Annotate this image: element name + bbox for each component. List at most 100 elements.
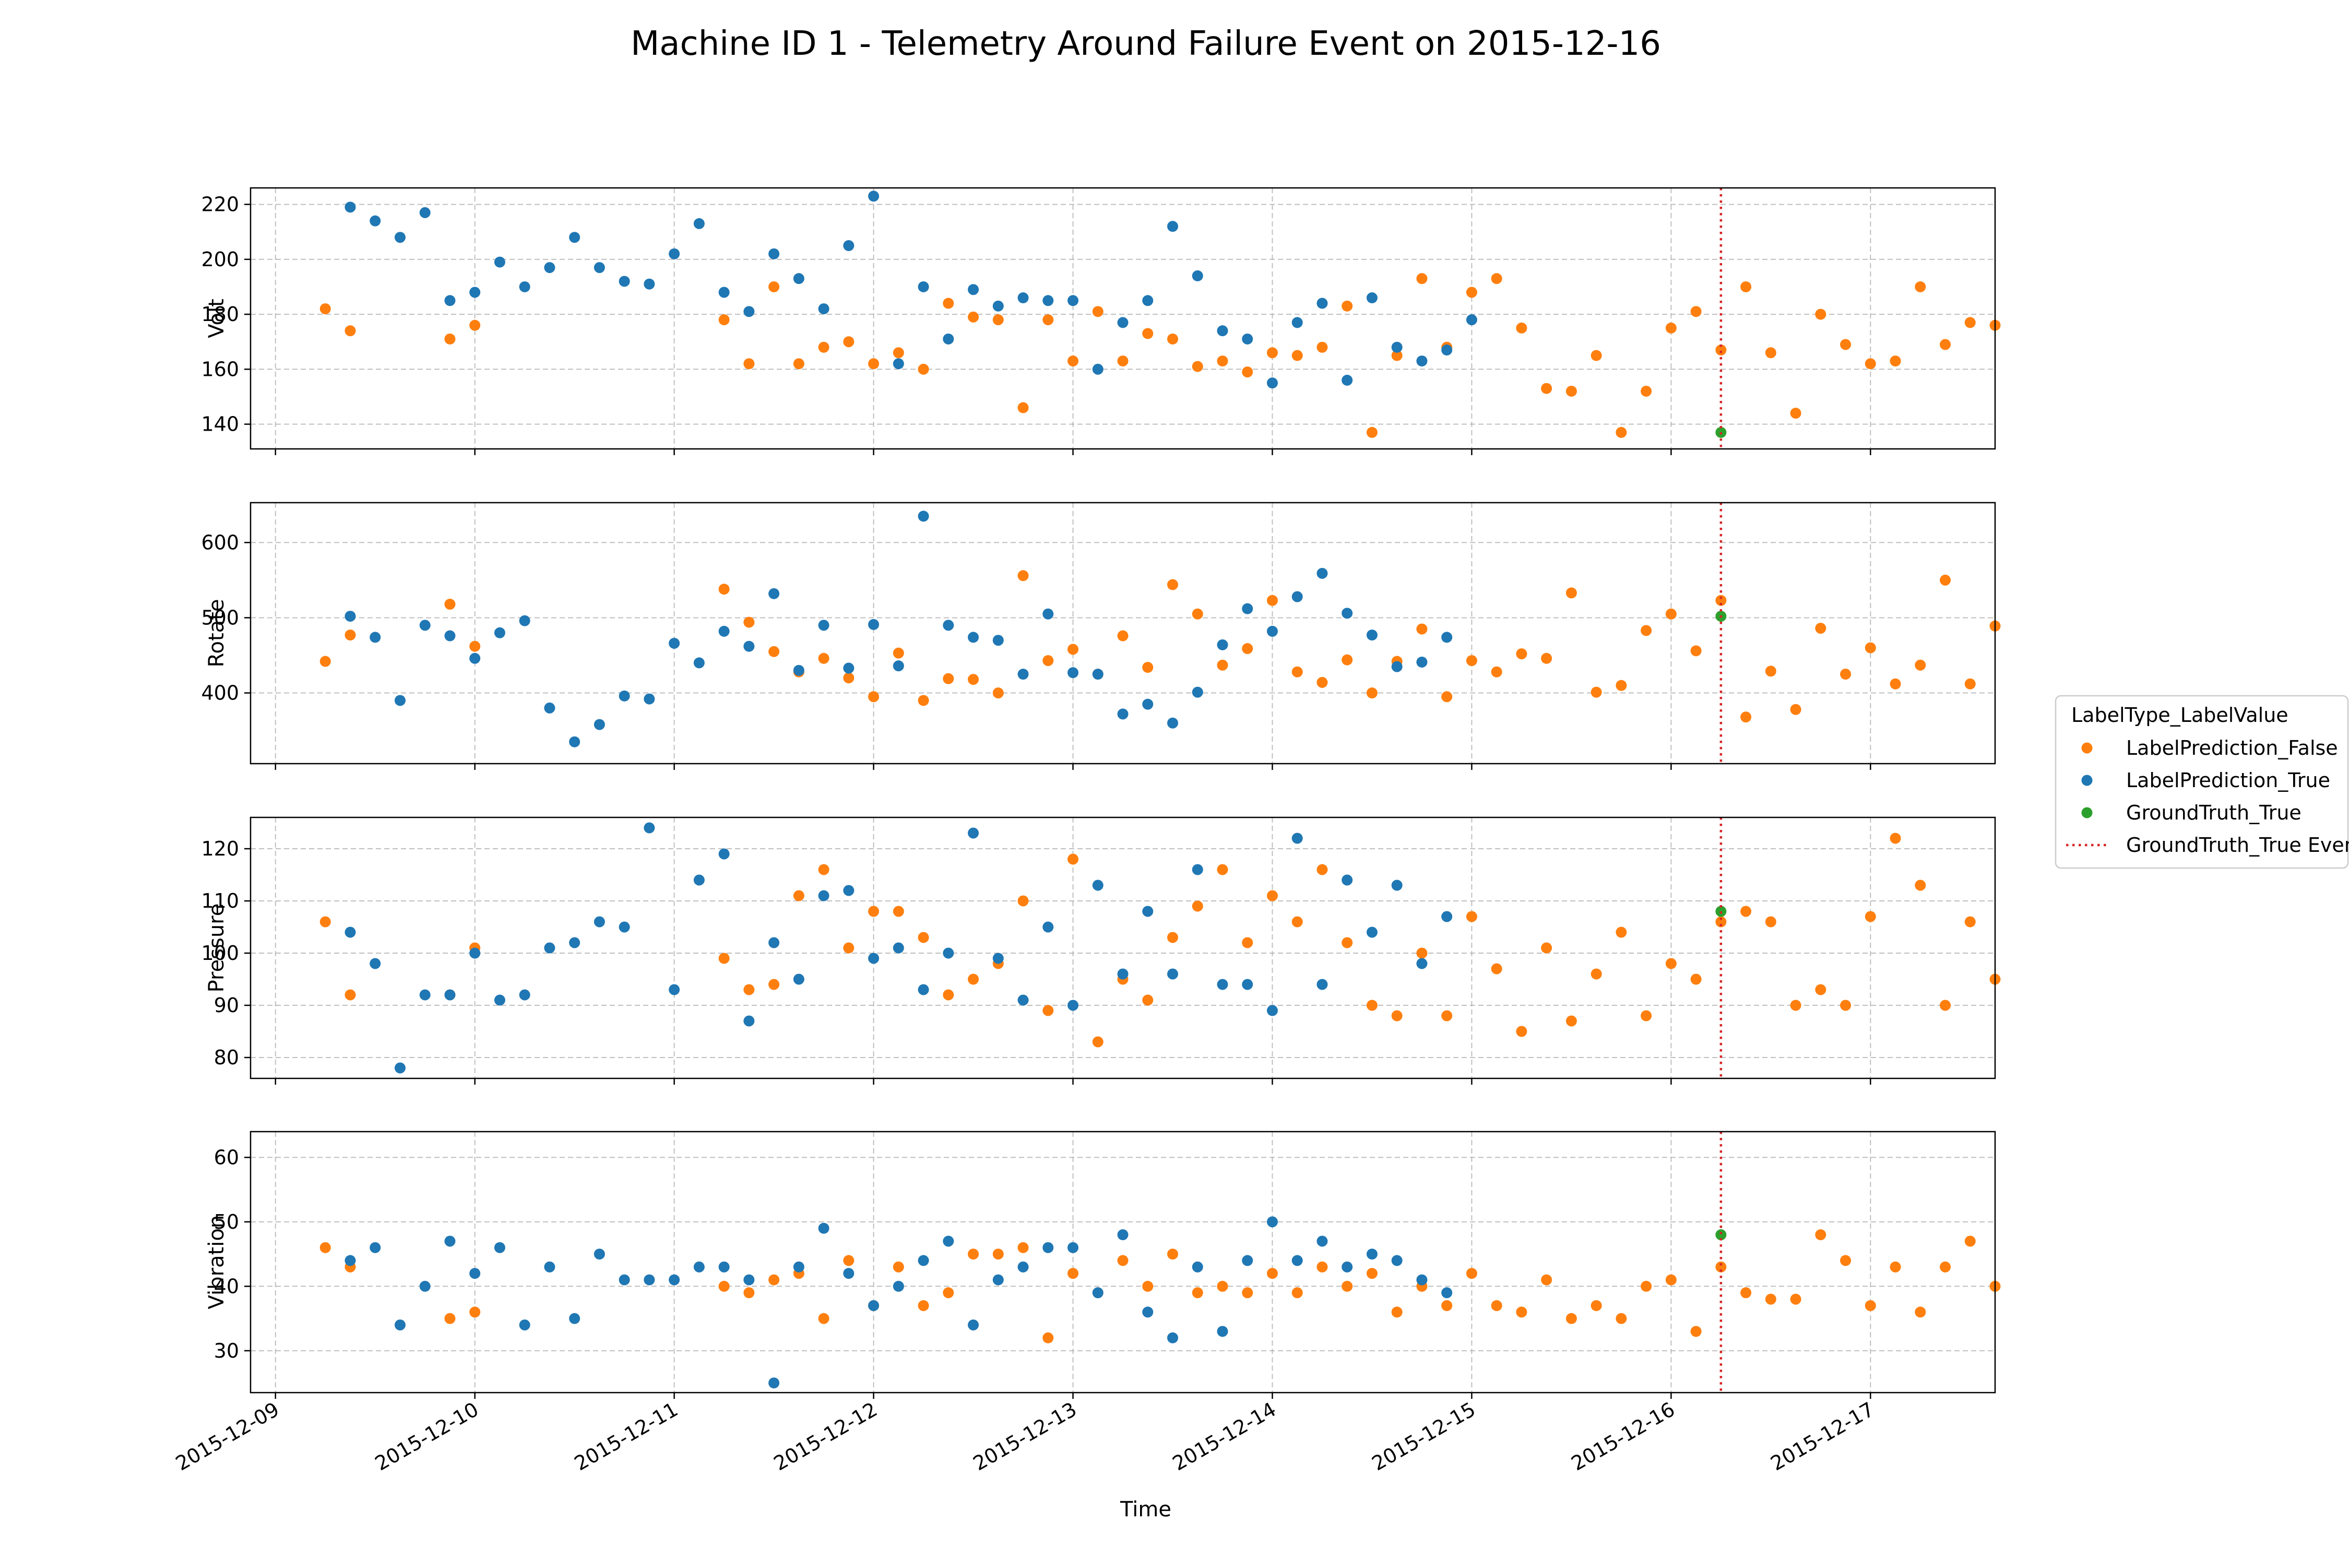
data-point xyxy=(1217,1326,1228,1337)
data-point xyxy=(644,693,655,705)
data-point xyxy=(992,300,1004,312)
panel-volt: 140 160 180 200 220 Volt xyxy=(201,187,2001,455)
data-point xyxy=(768,1274,780,1286)
data-point xyxy=(644,1274,655,1286)
data-point xyxy=(743,1274,755,1286)
data-point xyxy=(992,687,1004,699)
legend-marker xyxy=(2081,775,2093,786)
data-point xyxy=(1516,1306,1527,1318)
data-point xyxy=(1765,347,1776,359)
data-point xyxy=(1715,1261,1727,1273)
data-point xyxy=(345,325,356,337)
data-point xyxy=(1491,963,1502,975)
data-point xyxy=(1192,608,1203,620)
data-point xyxy=(1242,979,1253,990)
data-point xyxy=(1964,916,1976,928)
data-point xyxy=(1142,906,1154,917)
data-point xyxy=(1366,1249,1378,1260)
data-point xyxy=(968,827,979,839)
y-tick-label: 220 xyxy=(201,193,239,216)
x-tick-label: 2015-12-12 xyxy=(770,1398,881,1476)
data-point xyxy=(1042,1332,1054,1344)
y-axis-label: Pressure xyxy=(205,904,229,993)
data-point xyxy=(1865,1300,1876,1311)
data-point xyxy=(768,937,780,948)
data-point xyxy=(1242,603,1253,614)
data-point xyxy=(943,989,954,1001)
data-point xyxy=(1067,1268,1079,1279)
data-point xyxy=(1366,1000,1378,1011)
data-point xyxy=(319,303,331,315)
data-point xyxy=(419,989,431,1001)
data-point xyxy=(718,287,730,298)
data-point xyxy=(1117,317,1129,328)
legend-title: LabelType_LabelValue xyxy=(2071,704,2288,727)
data-point xyxy=(1217,659,1228,671)
data-point xyxy=(843,672,855,684)
data-point xyxy=(968,1249,979,1260)
data-point xyxy=(619,1274,630,1286)
data-point xyxy=(1715,916,1727,928)
data-point xyxy=(394,232,406,243)
data-point xyxy=(718,1261,730,1273)
data-point xyxy=(1441,911,1453,922)
data-point xyxy=(893,1261,904,1273)
plot-frame xyxy=(250,1131,1996,1394)
data-point xyxy=(1017,895,1029,907)
data-point xyxy=(868,691,880,703)
data-point xyxy=(743,984,755,995)
plot-frame xyxy=(250,187,1996,450)
data-point xyxy=(918,984,929,995)
data-point xyxy=(669,984,680,995)
data-point xyxy=(1291,591,1303,602)
data-point xyxy=(1342,874,1353,886)
data-point xyxy=(1291,1255,1303,1266)
data-point xyxy=(1067,667,1079,679)
data-point xyxy=(1915,1306,1926,1318)
data-point xyxy=(843,1268,855,1279)
legend-entry: GroundTruth_True Event xyxy=(2066,834,2349,857)
data-point xyxy=(918,363,929,375)
data-point xyxy=(968,284,979,295)
y-tick-label: 40 xyxy=(214,1275,239,1298)
data-point xyxy=(1665,1274,1677,1286)
data-point xyxy=(394,1319,406,1331)
y-tick-label: 90 xyxy=(214,994,239,1017)
series-labelprediction-false xyxy=(319,833,2001,1048)
data-point xyxy=(469,640,481,652)
data-point xyxy=(1217,355,1228,367)
data-point xyxy=(1142,698,1154,710)
data-point xyxy=(494,1242,505,1253)
x-axis-label: Time xyxy=(1120,1498,1171,1522)
data-point xyxy=(1591,1300,1602,1311)
data-point xyxy=(1242,937,1253,948)
data-point xyxy=(1167,1332,1178,1344)
data-point xyxy=(669,637,680,649)
data-point xyxy=(893,347,904,359)
data-point xyxy=(1565,1015,1577,1027)
data-point xyxy=(1740,711,1752,723)
data-point xyxy=(1291,350,1303,361)
data-point xyxy=(1142,295,1154,306)
data-point xyxy=(469,947,481,959)
data-point xyxy=(1017,402,1029,413)
data-point xyxy=(1416,355,1428,367)
data-point xyxy=(544,702,555,714)
plot-frame xyxy=(250,502,1996,765)
data-point xyxy=(594,1249,605,1260)
data-point xyxy=(1890,833,1901,844)
data-point xyxy=(594,916,605,928)
data-point xyxy=(943,1236,954,1247)
data-point xyxy=(992,1249,1004,1260)
data-point xyxy=(968,674,979,685)
data-point xyxy=(718,314,730,326)
data-point xyxy=(1266,1216,1278,1228)
data-point xyxy=(1366,687,1378,699)
data-point xyxy=(818,620,829,631)
data-point xyxy=(1192,864,1203,875)
y-tick-label: 120 xyxy=(201,837,239,860)
x-tick-label: 2015-12-11 xyxy=(571,1398,682,1476)
data-point xyxy=(1192,270,1203,281)
data-point xyxy=(943,298,954,309)
data-point xyxy=(868,1300,880,1311)
